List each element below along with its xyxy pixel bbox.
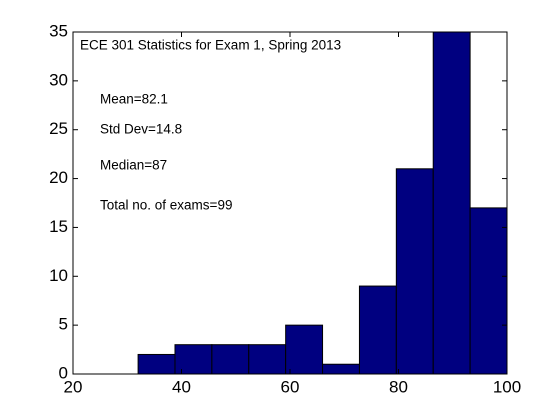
chart-title: ECE 301 Statistics for Exam 1, Spring 20… (80, 38, 341, 53)
bar (322, 363, 360, 375)
bar (395, 168, 434, 375)
y-tick-label: 20 (49, 168, 68, 187)
x-tick-label: 40 (172, 377, 191, 396)
bar (174, 344, 213, 375)
x-tick-label: 100 (493, 377, 521, 396)
annotation: Median=87 (100, 158, 167, 173)
y-tick-label: 30 (49, 70, 68, 89)
y-tick-label: 0 (59, 363, 68, 382)
bar (248, 344, 287, 375)
bar (432, 31, 471, 375)
bar (358, 285, 397, 375)
bar (469, 207, 508, 375)
annotation: Total no. of exams=99 (100, 198, 232, 213)
x-tick-label: 60 (281, 377, 300, 396)
x-tick-label: 20 (64, 377, 83, 396)
annotation: Std Dev=14.8 (100, 122, 182, 137)
y-tick-label: 10 (49, 266, 68, 285)
x-tick-label: 80 (389, 377, 408, 396)
bar (137, 353, 176, 375)
bar (211, 344, 250, 375)
y-tick-label: 5 (59, 315, 68, 334)
annotation: Mean=82.1 (100, 92, 168, 107)
y-tick-label: 35 (49, 21, 68, 40)
y-tick-label: 25 (49, 119, 68, 138)
bar (285, 324, 324, 375)
y-tick-label: 15 (49, 217, 68, 236)
